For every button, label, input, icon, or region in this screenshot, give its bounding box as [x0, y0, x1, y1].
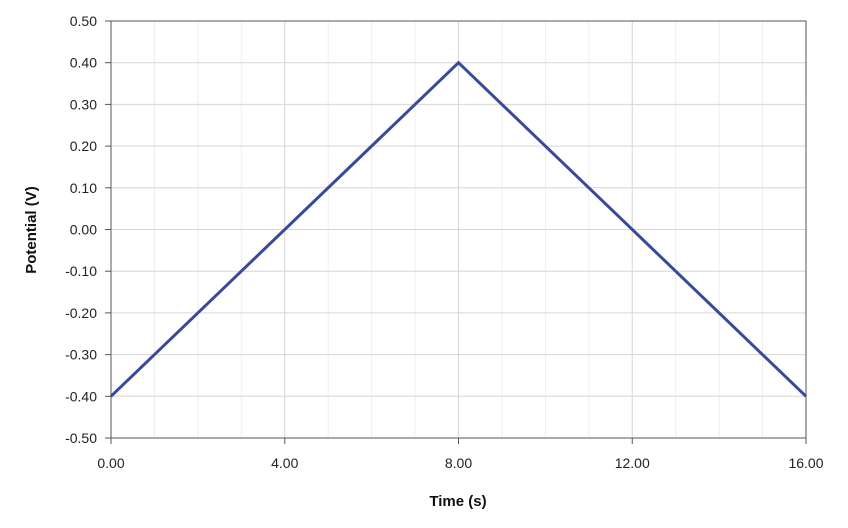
y-axis-tick-labels: 0.50 0.40 0.30 0.20 0.10 0.00 -0.10 -0.20 -0.30 -…	[65, 13, 97, 446]
x-axis-title: Time (s)	[429, 493, 486, 510]
x-tick-label: 16.00	[788, 455, 823, 471]
x-tick-label: 12.00	[615, 455, 650, 471]
series-line	[109, 60, 808, 398]
x-tick-label: 0.00	[97, 455, 124, 471]
x-tick-label: 4.00	[271, 455, 298, 471]
y-tick-label: -0.40	[65, 388, 97, 404]
y-tick-label: -0.30	[65, 347, 97, 363]
y-tick-label: 0.50	[70, 13, 97, 29]
x-axis-tick-labels: 0.00 4.00 8.00 12.00 16.00	[97, 455, 823, 471]
major-gridlines	[111, 21, 806, 438]
y-tick-label: 0.20	[70, 138, 97, 154]
y-tick-label: -0.50	[65, 430, 97, 446]
y-tick-label: 0.40	[70, 55, 97, 71]
x-tick-label: 8.00	[445, 455, 472, 471]
y-tick-label: -0.20	[65, 305, 97, 321]
axis-ticks	[105, 20, 807, 444]
y-tick-label: -0.10	[65, 263, 97, 279]
series-layer	[109, 60, 808, 398]
y-axis-title: Potential (V)	[23, 186, 40, 274]
y-tick-label: 0.30	[70, 96, 97, 112]
y-tick-label: 0.10	[70, 180, 97, 196]
y-tick-label: 0.00	[70, 222, 97, 238]
